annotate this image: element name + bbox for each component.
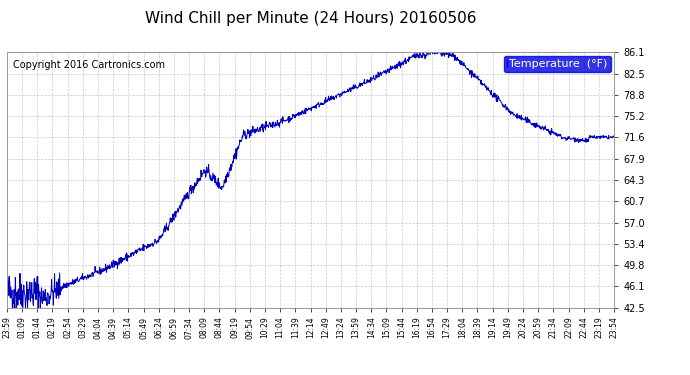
Text: Wind Chill per Minute (24 Hours) 20160506: Wind Chill per Minute (24 Hours) 2016050… <box>145 11 476 26</box>
Text: Copyright 2016 Cartronics.com: Copyright 2016 Cartronics.com <box>13 60 165 70</box>
Legend: Temperature  (°F): Temperature (°F) <box>504 56 611 72</box>
